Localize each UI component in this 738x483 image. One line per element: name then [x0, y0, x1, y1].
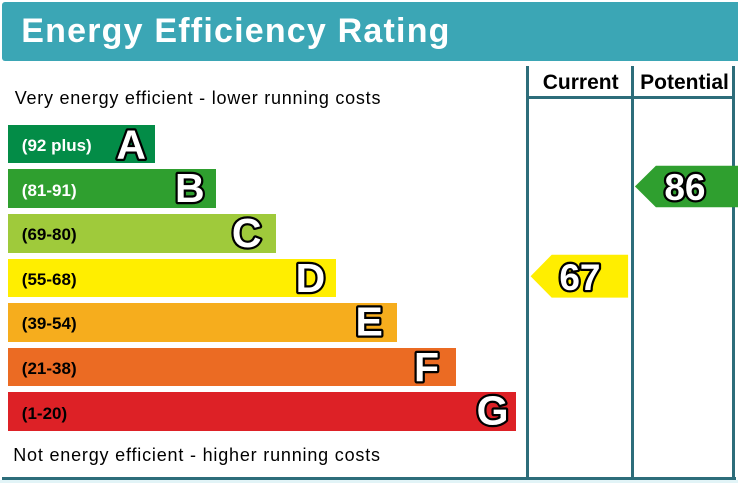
- svg-text:86: 86: [664, 167, 705, 208]
- svg-text:G: G: [477, 387, 509, 433]
- svg-text:D: D: [296, 255, 326, 301]
- svg-text:F: F: [414, 344, 439, 390]
- svg-text:A: A: [116, 121, 146, 167]
- svg-text:E: E: [356, 298, 383, 344]
- svg-text:B: B: [175, 165, 205, 211]
- svg-text:C: C: [232, 210, 262, 256]
- svg-text:67: 67: [559, 257, 600, 298]
